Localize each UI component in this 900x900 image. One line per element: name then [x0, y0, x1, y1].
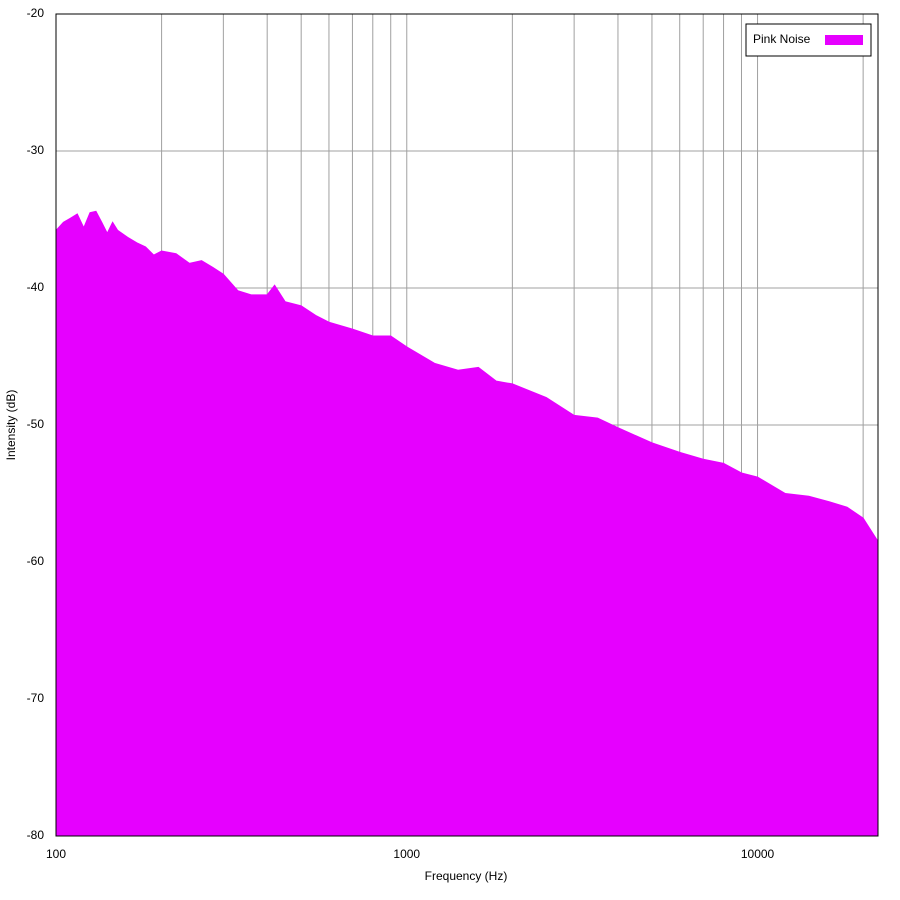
legend-swatch [825, 35, 863, 45]
y-tick-label: -80 [27, 828, 45, 842]
area [55, 210, 879, 837]
y-tick-label: -40 [27, 280, 45, 294]
y-tick-label: -20 [27, 6, 45, 20]
y-tick-label: -50 [27, 417, 45, 431]
x-tick-label: 100 [46, 847, 66, 861]
x-tick-label: 10000 [741, 847, 775, 861]
y-axis-label: Intensity (dB) [4, 390, 18, 461]
y-tick-label: -70 [27, 691, 45, 705]
y-tick-label: -30 [27, 143, 45, 157]
plot-frame [55, 13, 879, 837]
legend-label: Pink Noise [753, 32, 811, 46]
x-axis-label: Frequency (Hz) [425, 869, 508, 883]
x-tick-label: 1000 [393, 847, 420, 861]
y-tick-label: -60 [27, 554, 45, 568]
